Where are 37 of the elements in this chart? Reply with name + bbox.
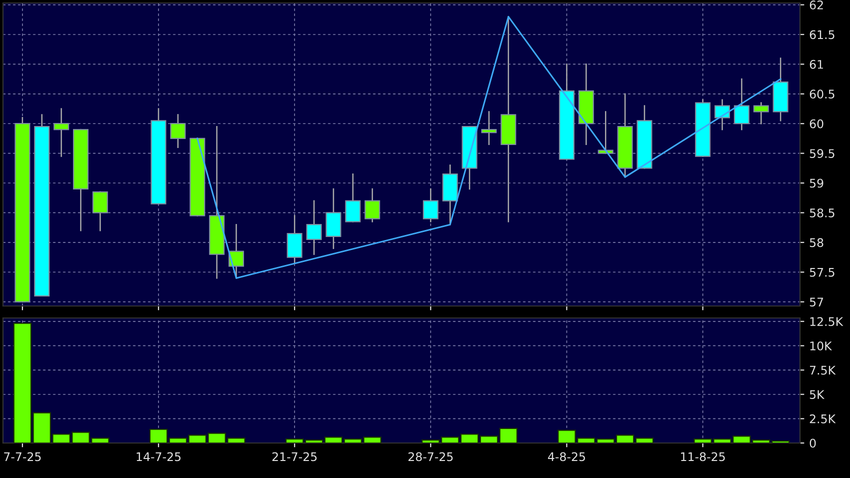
x-tick-label: 28-7-25 xyxy=(408,452,453,462)
line-series xyxy=(196,16,782,279)
candlestick xyxy=(364,188,380,222)
y-tick-label: 57.5 xyxy=(810,268,834,277)
y-tick-label: 59 xyxy=(810,178,824,188)
candlestick xyxy=(753,102,769,124)
y-tick-label: 60.5 xyxy=(810,90,834,99)
candlestick xyxy=(306,200,322,255)
candlestick xyxy=(714,99,730,130)
x-tick-label: 7-7-25 xyxy=(4,452,41,462)
y-tick-label: 59.5 xyxy=(810,149,834,158)
candlestick xyxy=(92,191,108,232)
y-tick-label: 0 xyxy=(810,438,816,448)
y-tick-label: 58.5 xyxy=(810,208,834,218)
candlestick xyxy=(345,173,361,222)
y-tick-label: 61 xyxy=(810,60,823,69)
x-tick-label: 4-8-25 xyxy=(548,452,585,462)
y-tick-label: 58 xyxy=(810,238,824,248)
y-tick-label: 62 xyxy=(810,0,823,10)
x-tick-label: 11-8-25 xyxy=(681,452,725,462)
y-tick-label: 5K xyxy=(810,390,825,400)
y-tick-label: 57 xyxy=(810,298,824,306)
candlestick xyxy=(481,111,497,146)
candlestick xyxy=(54,108,70,157)
y-tick-label: 10K xyxy=(810,341,832,350)
y-tick-label: 2.5K xyxy=(810,414,836,424)
candlestick xyxy=(286,215,302,264)
y-tick-label: 7.5K xyxy=(810,366,836,375)
y-tick-label: 61.5 xyxy=(810,30,834,40)
candlestick xyxy=(170,114,186,148)
candlestick xyxy=(422,188,438,222)
candlestick xyxy=(734,78,750,130)
x-tick-label: 14-7-25 xyxy=(136,452,181,462)
y-tick-label: 12.5K xyxy=(810,317,844,326)
candlestick xyxy=(326,188,342,249)
x-tick-label: 21-7-25 xyxy=(272,452,317,462)
y-tick-label: 60 xyxy=(810,119,824,128)
